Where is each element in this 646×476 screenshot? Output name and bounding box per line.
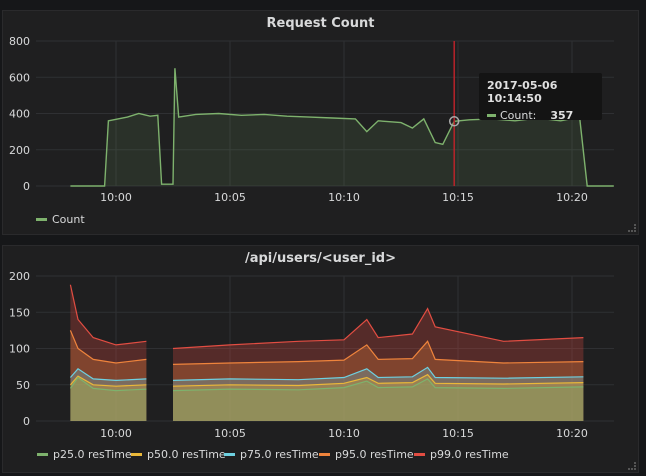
count-area xyxy=(70,68,614,186)
legend-swatch xyxy=(319,453,330,456)
legend-item-p25[interactable]: p25.0 resTime xyxy=(37,448,132,461)
y-tick-label: 200 xyxy=(9,270,30,283)
legend-label: p99.0 resTime xyxy=(430,448,509,461)
y-tick-label: 0 xyxy=(23,415,30,428)
series-line-3-seg-0 xyxy=(69,330,147,364)
series-area-2-seg-0 xyxy=(70,368,147,421)
legend-label: p25.0 resTime xyxy=(53,448,132,461)
y-tick-label: 800 xyxy=(9,35,30,48)
x-tick-label: 10:00 xyxy=(100,427,132,440)
tooltip-time: 2017-05-06 10:14:50 xyxy=(487,79,558,105)
series-area-3-seg-0 xyxy=(70,330,147,421)
x-tick-label: 10:05 xyxy=(214,427,246,440)
legend-item-p50[interactable]: p50.0 resTime xyxy=(131,448,226,461)
legend-swatch xyxy=(37,453,48,456)
x-tick-label: 10:20 xyxy=(556,191,588,204)
x-tick-label: 10:10 xyxy=(328,191,360,204)
x-tick-label: 10:15 xyxy=(442,427,474,440)
y-tick-label: 200 xyxy=(9,144,30,157)
x-tick-label: 10:15 xyxy=(442,191,474,204)
legend-swatch xyxy=(131,453,142,456)
series-line-2-seg-0 xyxy=(69,368,147,382)
tooltip-row: Count: 357 xyxy=(487,109,594,122)
x-tick-label: 10:10 xyxy=(328,427,360,440)
series-area-1-seg-0 xyxy=(70,376,147,421)
series-area-0-seg-0 xyxy=(70,377,147,421)
series-line-0-seg-1 xyxy=(172,378,584,392)
series-area-4-seg-0 xyxy=(70,284,147,421)
tooltip-swatch xyxy=(487,114,496,117)
series-area-3-seg-1 xyxy=(173,341,584,421)
y-tick-label: 150 xyxy=(9,306,30,319)
legend-swatch xyxy=(224,453,235,456)
series-line-3-seg-1 xyxy=(172,340,584,365)
legend-item-count[interactable]: Count xyxy=(36,213,85,226)
legend-label: p75.0 resTime xyxy=(240,448,319,461)
legend-swatch xyxy=(36,218,47,221)
tooltip-value: 357 xyxy=(550,109,574,122)
series-line-1-seg-1 xyxy=(172,373,584,387)
hover-point xyxy=(448,116,460,127)
resize-handle-icon[interactable] xyxy=(628,224,636,232)
resize-handle-icon[interactable] xyxy=(628,462,636,470)
x-tick-label: 10:20 xyxy=(556,427,588,440)
y-tick-label: 50 xyxy=(16,379,30,392)
legend-label: Count xyxy=(52,213,85,226)
legend-label: p95.0 resTime xyxy=(335,448,414,461)
series-area-2-seg-1 xyxy=(173,367,584,421)
legend-item-p75[interactable]: p75.0 resTime xyxy=(224,448,319,461)
series-line-1-seg-0 xyxy=(69,375,147,387)
tooltip-series: Count: xyxy=(500,109,537,122)
series-line-4-seg-0 xyxy=(69,284,147,346)
x-tick-label: 10:05 xyxy=(214,191,246,204)
panel-title[interactable]: Request Count xyxy=(266,16,375,31)
legend-item-p95[interactable]: p95.0 resTime xyxy=(319,448,414,461)
series-line-2-seg-1 xyxy=(172,366,584,381)
hover-tooltip: 2017-05-06 10:14:50 Count: 357 xyxy=(479,73,602,122)
series-area-0-seg-1 xyxy=(173,378,584,421)
y-tick-label: 0 xyxy=(23,180,30,193)
legend-label: p50.0 resTime xyxy=(147,448,226,461)
panel-title[interactable]: /api/users/<user_id> xyxy=(244,251,396,266)
legend-item-p99[interactable]: p99.0 resTime xyxy=(414,448,509,461)
series-area-1-seg-1 xyxy=(173,374,584,421)
api-users-panel: /api/users/<user_id> p25.0 resTime p50.0… xyxy=(2,245,639,473)
y-tick-label: 400 xyxy=(9,108,30,121)
series-line-4-seg-1 xyxy=(172,307,584,350)
series-line-0-seg-0 xyxy=(69,376,147,392)
y-tick-label: 600 xyxy=(9,71,30,84)
x-tick-label: 10:00 xyxy=(100,191,132,204)
y-tick-label: 100 xyxy=(9,343,30,356)
legend-swatch xyxy=(414,453,425,456)
